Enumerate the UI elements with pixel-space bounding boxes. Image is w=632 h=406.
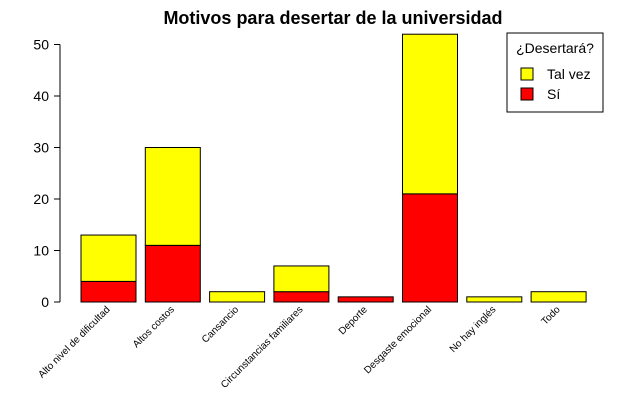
x-axis-labels: Alto nivel de dificultad Altos costos Cans… [36,304,563,391]
legend-label: Tal vez [547,66,591,82]
y-tick-label: 30 [33,140,49,156]
legend-label: Sí [547,86,560,102]
bar-segment [402,33,458,195]
bar-segment [80,280,137,303]
bar-segment [337,296,394,303]
y-axis: 0 10 20 30 40 50 [33,37,61,310]
bar-segment [273,291,330,303]
bar-segment [80,234,137,282]
x-tick-label: Desgaste emocional [362,304,434,376]
y-tick-label: 10 [33,243,49,259]
bar-segment [209,291,266,303]
bar-segment [144,244,201,303]
x-tick-label: Altos costos [131,304,177,350]
chart-title: Motivos para desertar de la universidad [163,8,502,28]
bars [80,33,587,303]
legend-swatch [520,67,534,81]
legend-swatch [520,87,534,101]
x-tick-label: Cansancio [200,304,241,345]
legend: ¿Desertará? Tal vez Sí [506,32,604,113]
x-tick-label: No hay inglés [448,304,499,355]
x-tick-label: Todo [540,304,563,327]
bar-segment [402,193,458,303]
y-tick-label: 0 [41,294,49,310]
bar-segment [144,147,201,246]
y-tick-label: 20 [33,191,49,207]
legend-title: ¿Desertará? [516,40,594,56]
bar-segment [466,296,523,303]
x-tick-label: Alto nivel de dificultad [36,304,112,380]
bar-segment [530,291,587,303]
x-tick-label: Deporte [337,304,370,337]
y-tick-label: 40 [33,88,49,104]
bar-segment [273,265,330,293]
y-tick-label: 50 [33,37,49,53]
